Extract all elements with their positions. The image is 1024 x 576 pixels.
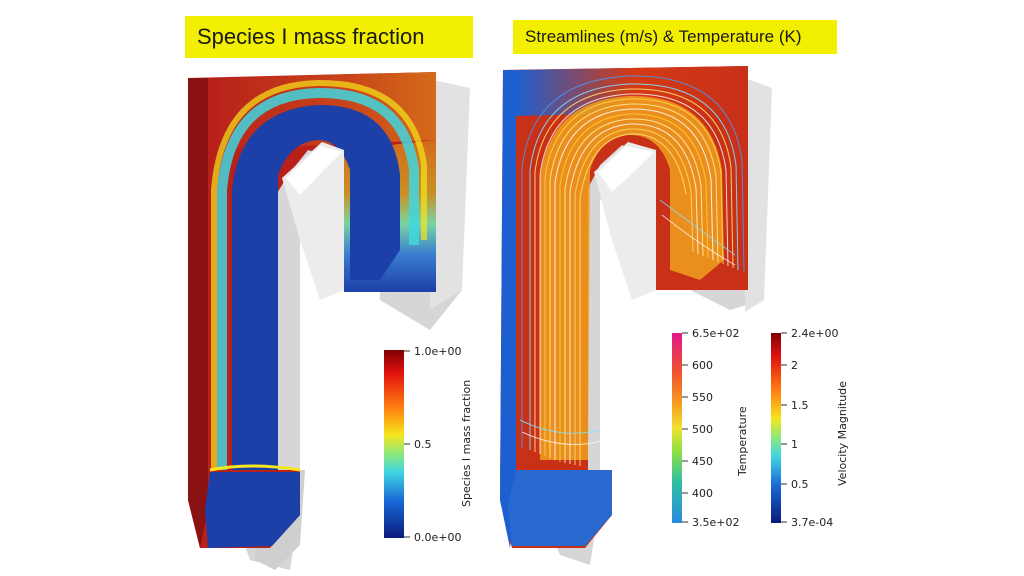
streamline-top-band bbox=[516, 66, 748, 116]
streamline-2 bbox=[534, 88, 734, 452]
species-inner-core bbox=[232, 104, 400, 470]
temperature-label-400: 400 bbox=[692, 487, 713, 500]
streamline-swirl-core bbox=[540, 95, 724, 460]
streamline-15 bbox=[659, 199, 736, 256]
species-label-min: 0.0e+00 bbox=[414, 531, 461, 544]
title-streamlines-temperature: Streamlines (m/s) & Temperature (K) bbox=[513, 20, 837, 54]
species-label-max: 1.0e+00 bbox=[414, 345, 461, 358]
temperature-colorbar-title: Temperature bbox=[736, 406, 749, 477]
velocity-colorbar-bar bbox=[771, 333, 781, 523]
streamline-10 bbox=[574, 128, 694, 465]
species-gap-top bbox=[286, 146, 342, 195]
streamline-3 bbox=[539, 93, 729, 454]
temperature-label-max: 6.5e+02 bbox=[692, 327, 739, 340]
velocity-colorbar: 2.4e+00 2 1.5 1 0.5 3.7e-04 Velocity Mag… bbox=[771, 327, 849, 529]
streamline-model bbox=[500, 66, 772, 565]
velocity-label-1-5: 1.5 bbox=[791, 399, 809, 412]
temperature-label-500: 500 bbox=[692, 423, 713, 436]
species-colorbar: 1.0e+00 0.5 0.0e+00 Species I mass fract… bbox=[384, 345, 473, 544]
species-inner-halo bbox=[217, 87, 419, 470]
streamline-7 bbox=[559, 113, 709, 462]
streamline-13 bbox=[519, 419, 601, 434]
title-species-mass-fraction: Species I mass fraction bbox=[185, 16, 473, 58]
streamline-5 bbox=[549, 103, 719, 458]
streamline-11 bbox=[579, 133, 687, 466]
streamline-6 bbox=[554, 108, 714, 460]
species-colorbar-bar bbox=[384, 350, 404, 538]
streamline-left-edge bbox=[500, 70, 516, 548]
streamline-shadow-right bbox=[745, 78, 772, 312]
temperature-label-450: 450 bbox=[692, 455, 713, 468]
streamline-1 bbox=[529, 83, 739, 450]
streamline-gap-top bbox=[598, 146, 654, 192]
species-lower-edge bbox=[209, 464, 301, 472]
streamline-4 bbox=[544, 98, 724, 456]
streamline-12 bbox=[521, 75, 745, 448]
temperature-label-min: 3.5e+02 bbox=[692, 516, 739, 529]
velocity-label-0-5: 0.5 bbox=[791, 478, 809, 491]
streamline-lower-region bbox=[508, 470, 612, 546]
species-halo-yellow bbox=[211, 79, 427, 470]
streamline-16 bbox=[661, 214, 736, 266]
species-left-face bbox=[188, 78, 208, 548]
temperature-colorbar-bar bbox=[672, 333, 682, 523]
velocity-label-1: 1 bbox=[791, 438, 798, 451]
species-model bbox=[188, 72, 470, 570]
velocity-label-max: 2.4e+00 bbox=[791, 327, 838, 340]
streamline-14 bbox=[521, 431, 606, 445]
species-lower-region bbox=[205, 472, 300, 548]
temperature-colorbar: 6.5e+02 600 550 500 450 400 3.5e+02 Temp… bbox=[672, 327, 749, 529]
streamlines bbox=[519, 75, 745, 466]
velocity-colorbar-title: Velocity Magnitude bbox=[836, 381, 849, 486]
species-colorbar-title: Species I mass fraction bbox=[460, 380, 473, 507]
species-model-shadow-right bbox=[430, 80, 470, 310]
temperature-label-550: 550 bbox=[692, 391, 713, 404]
streamline-8 bbox=[564, 118, 704, 463]
streamline-9 bbox=[569, 123, 699, 464]
velocity-label-min: 3.7e-04 bbox=[791, 516, 833, 529]
species-label-mid: 0.5 bbox=[414, 438, 432, 451]
temperature-label-600: 600 bbox=[692, 359, 713, 372]
velocity-label-2: 2 bbox=[791, 359, 798, 372]
